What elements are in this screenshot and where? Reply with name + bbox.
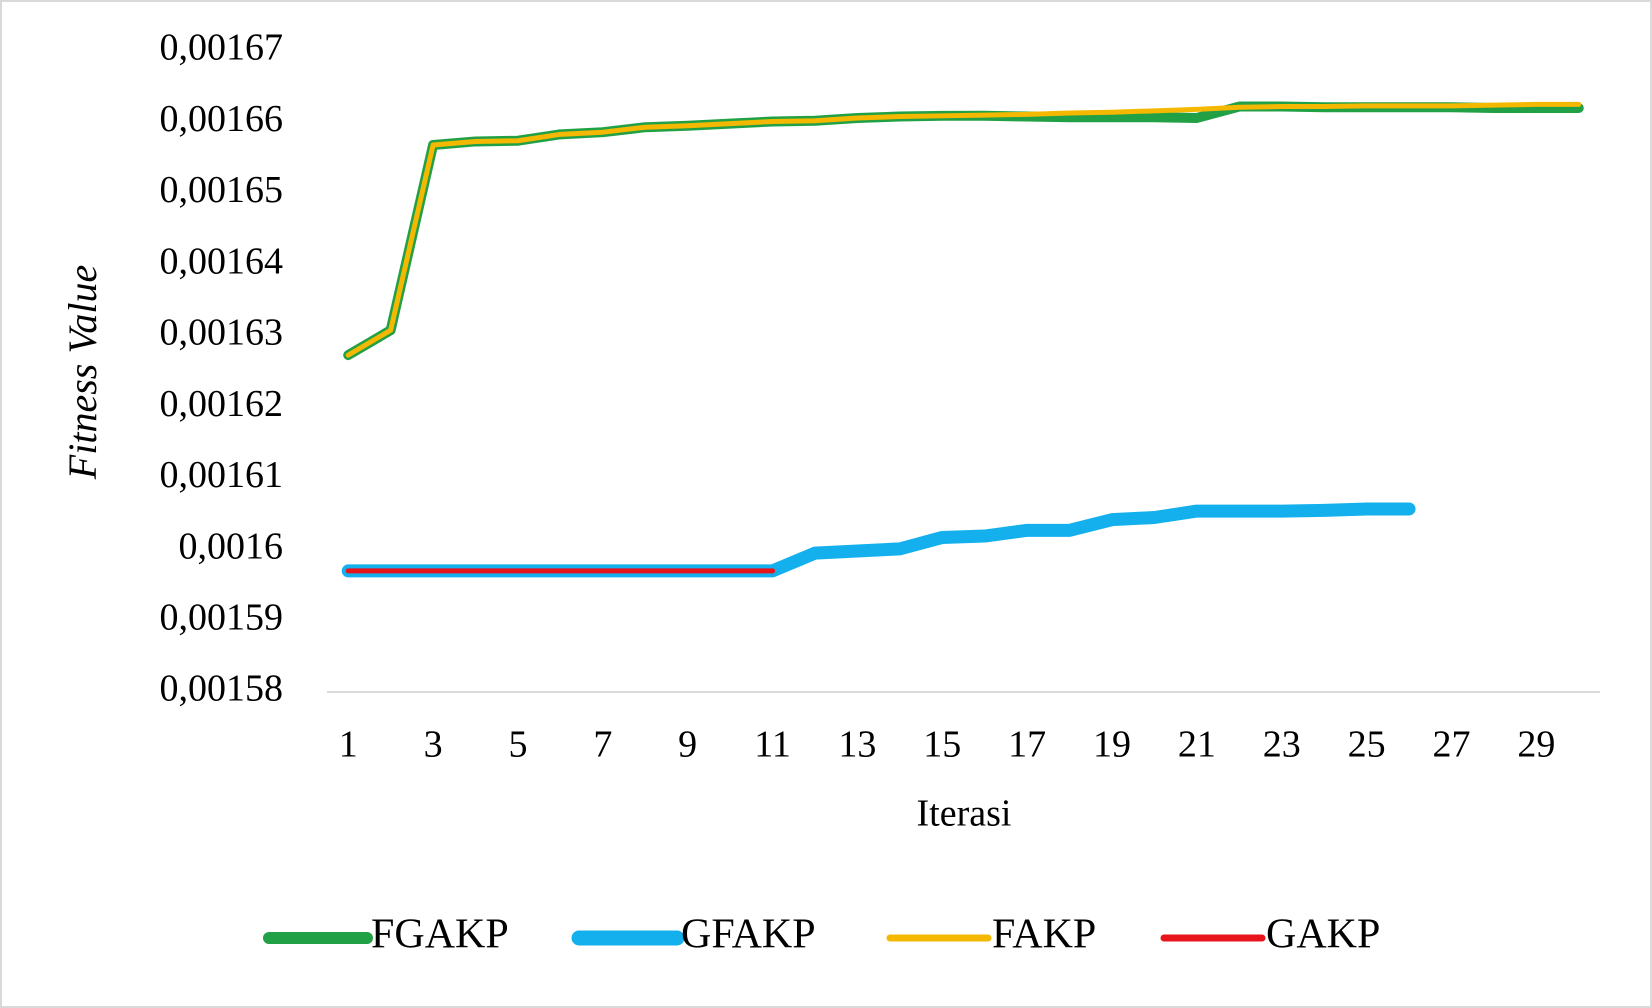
y-tick-label: 0,00161 [160, 454, 284, 496]
x-tick-label: 1 [339, 724, 358, 766]
x-tick-label: 17 [1008, 724, 1046, 766]
legend-label: FAKP [992, 912, 1096, 958]
y-tick-label: 0,00159 [160, 596, 284, 638]
legend-label: GFAKP [681, 912, 816, 958]
y-tick-label: 0,00163 [160, 312, 284, 354]
x-tick-label: 27 [1432, 724, 1470, 766]
x-tick-label: 9 [678, 724, 697, 766]
y-tick-label: 0,00167 [160, 27, 284, 69]
x-axis-title: Iterasi [917, 793, 1012, 835]
x-tick-label: 25 [1348, 724, 1386, 766]
x-tick-label: 5 [508, 724, 527, 766]
y-tick-label: 0,00165 [160, 169, 284, 211]
legend-label: FGAKP [371, 912, 509, 958]
series-line [345, 101, 1582, 358]
x-tick-label: 3 [424, 724, 443, 766]
legend-label: GAKP [1266, 912, 1380, 958]
x-tick-label: 13 [838, 724, 876, 766]
y-tick-label: 0,0016 [179, 525, 284, 567]
y-axis-title: Fitness Value [60, 265, 105, 480]
y-tick-label: 0,00164 [160, 240, 284, 282]
y-tick-label: 0,00162 [160, 383, 284, 425]
x-tick-label: 15 [923, 724, 961, 766]
y-tick-label: 0,00158 [160, 668, 284, 710]
x-tick-label: 11 [754, 724, 791, 766]
y-tick-label: 0,00166 [160, 98, 284, 140]
x-tick-label: 7 [593, 724, 612, 766]
x-tick-label: 19 [1093, 724, 1131, 766]
x-tick-label: 29 [1517, 724, 1555, 766]
x-tick-label: 23 [1263, 724, 1301, 766]
x-tick-label: 21 [1178, 724, 1216, 766]
